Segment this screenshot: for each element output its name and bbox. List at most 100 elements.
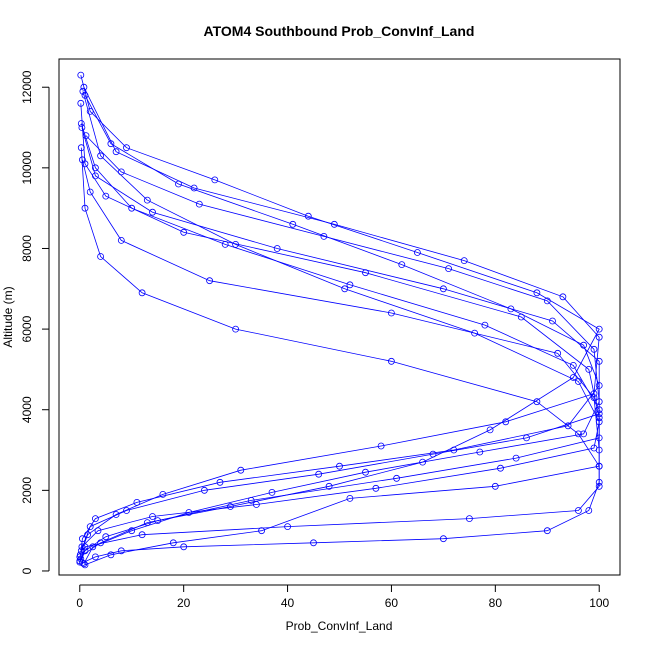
data-point xyxy=(585,507,593,514)
y-tick-label: 10000 xyxy=(20,151,34,185)
data-point xyxy=(84,531,91,539)
data-point xyxy=(289,220,297,228)
data-point xyxy=(413,249,421,256)
data-point xyxy=(77,144,85,152)
data-point xyxy=(149,208,156,216)
x-tick-label: 100 xyxy=(589,596,609,610)
series-line xyxy=(79,87,600,555)
data-point xyxy=(476,448,484,456)
data-point xyxy=(445,265,453,273)
series-6 xyxy=(76,83,603,559)
data-point xyxy=(585,365,593,373)
data-point xyxy=(211,176,219,184)
data-point xyxy=(330,220,338,228)
data-point xyxy=(554,349,562,357)
data-point xyxy=(232,240,240,248)
data-point xyxy=(595,357,603,365)
data-point xyxy=(273,245,281,252)
data-point xyxy=(595,462,603,470)
data-point xyxy=(320,232,328,240)
data-point xyxy=(206,277,214,285)
data-point xyxy=(190,184,198,192)
data-point xyxy=(569,361,577,369)
x-tick-label: 20 xyxy=(177,596,191,610)
data-point xyxy=(491,482,499,490)
data-point xyxy=(200,486,208,494)
data-point xyxy=(138,531,146,539)
data-point xyxy=(117,547,125,555)
data-point xyxy=(89,543,97,551)
data-point xyxy=(81,160,89,168)
data-point xyxy=(346,281,354,289)
data-point xyxy=(143,196,151,204)
x-tick-label: 0 xyxy=(76,596,83,610)
data-point xyxy=(543,297,551,305)
data-point xyxy=(86,523,94,530)
data-point xyxy=(92,515,99,522)
data-point xyxy=(393,474,401,482)
data-point xyxy=(471,329,479,337)
series-layer xyxy=(76,71,603,569)
data-point xyxy=(77,71,85,79)
data-point xyxy=(138,289,146,297)
series-line xyxy=(80,127,600,551)
data-point xyxy=(439,285,447,293)
data-point xyxy=(232,325,240,333)
data-point xyxy=(304,212,312,220)
data-point xyxy=(86,108,94,115)
data-point xyxy=(252,501,260,508)
data-point xyxy=(575,507,582,514)
data-point xyxy=(195,200,203,208)
data-point xyxy=(112,511,120,518)
data-point xyxy=(387,357,395,365)
data-point xyxy=(76,553,84,561)
y-tick-label: 12000 xyxy=(20,70,34,104)
data-point xyxy=(595,325,603,333)
data-point xyxy=(595,333,603,341)
data-point xyxy=(237,466,245,474)
data-point xyxy=(107,551,115,559)
data-point xyxy=(79,87,87,95)
data-point xyxy=(590,390,598,398)
x-axis-label: Prob_ConvInf_Land xyxy=(286,619,393,633)
data-point xyxy=(80,560,88,568)
data-point xyxy=(315,470,323,478)
data-point xyxy=(481,321,489,329)
series-line xyxy=(80,159,600,560)
series-9 xyxy=(76,120,603,566)
data-point xyxy=(80,83,88,91)
data-point xyxy=(77,120,85,127)
data-point xyxy=(169,539,177,547)
data-point xyxy=(123,507,130,514)
data-point xyxy=(92,164,99,172)
data-point xyxy=(549,317,556,325)
data-point xyxy=(159,490,167,498)
data-point xyxy=(533,398,541,406)
data-point xyxy=(76,558,84,566)
data-point xyxy=(595,398,603,406)
data-point xyxy=(123,144,130,152)
data-point xyxy=(102,533,110,541)
y-axis-label: Altitude (m) xyxy=(1,286,15,347)
series-line xyxy=(81,91,600,548)
data-point xyxy=(154,517,162,524)
plot-frame xyxy=(58,58,621,576)
data-point xyxy=(284,523,292,530)
x-tick-label: 60 xyxy=(385,596,399,610)
data-point xyxy=(507,305,515,313)
data-point xyxy=(590,444,598,452)
data-point xyxy=(77,99,85,107)
y-tick-label: 2000 xyxy=(20,477,34,504)
data-point xyxy=(97,253,104,260)
data-point xyxy=(595,418,603,426)
y-tick-label: 6000 xyxy=(20,315,34,342)
data-point xyxy=(92,553,99,561)
data-point xyxy=(117,236,125,244)
data-point xyxy=(575,378,582,385)
data-point xyxy=(497,464,504,472)
data-point xyxy=(387,309,395,317)
data-point xyxy=(128,527,136,535)
data-point xyxy=(523,434,530,442)
x-tick-label: 40 xyxy=(281,596,295,610)
